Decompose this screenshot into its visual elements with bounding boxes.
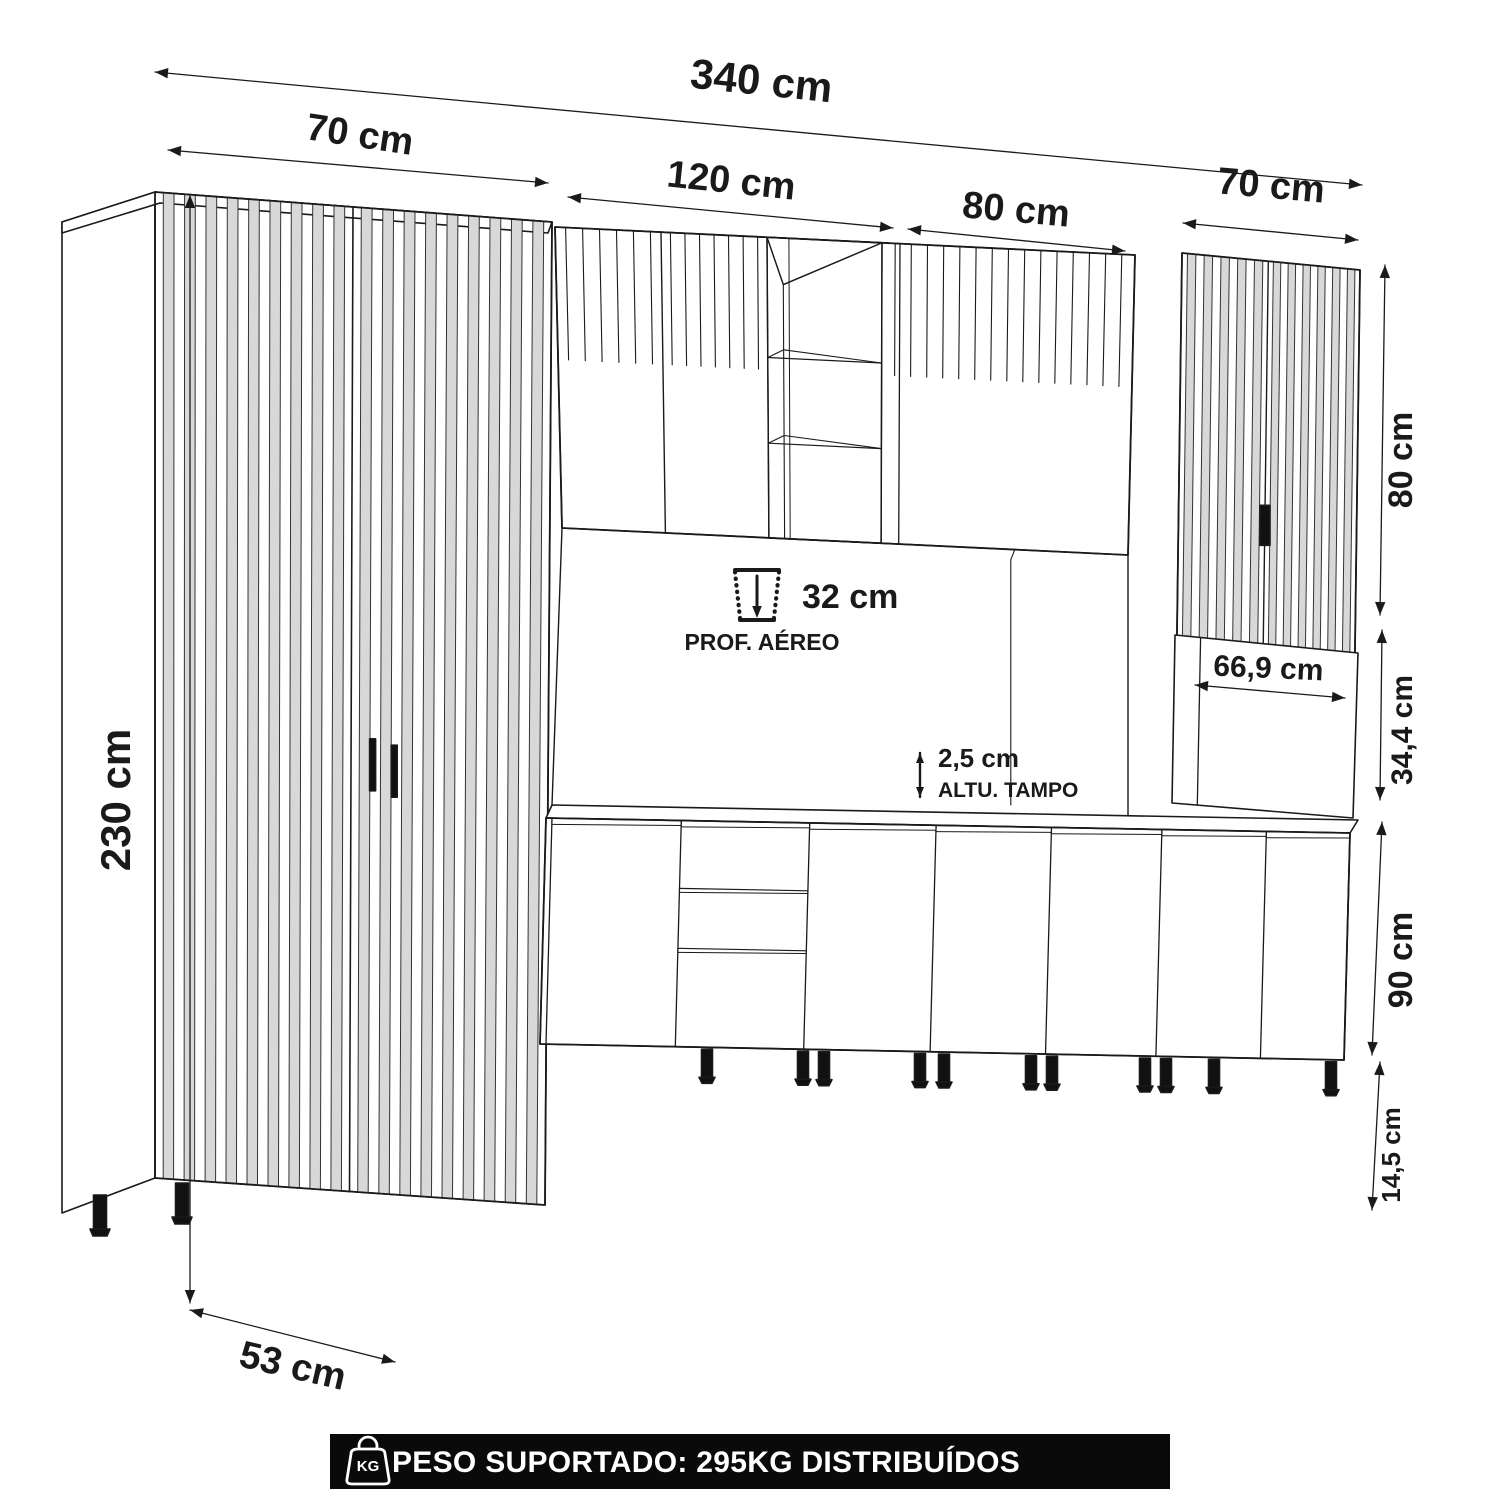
svg-text:34,4 cm: 34,4 cm — [1386, 675, 1419, 785]
svg-text:32 cm: 32 cm — [802, 578, 898, 616]
svg-text:230 cm: 230 cm — [92, 729, 139, 871]
svg-text:90 cm: 90 cm — [1382, 912, 1420, 1008]
svg-text:80 cm: 80 cm — [1382, 412, 1420, 508]
svg-text:ALTU. TAMPO: ALTU. TAMPO — [938, 779, 1078, 802]
svg-text:14,5 cm: 14,5 cm — [1376, 1107, 1406, 1202]
svg-text:2,5 cm: 2,5 cm — [938, 743, 1019, 773]
svg-text:66,9 cm: 66,9 cm — [1213, 650, 1324, 688]
svg-text:PESO SUPORTADO: 295KG DISTRIBU: PESO SUPORTADO: 295KG DISTRIBUÍDOS — [392, 1445, 1020, 1479]
svg-text:KG: KG — [357, 1458, 380, 1475]
svg-text:PROF. AÉREO: PROF. AÉREO — [684, 628, 839, 655]
